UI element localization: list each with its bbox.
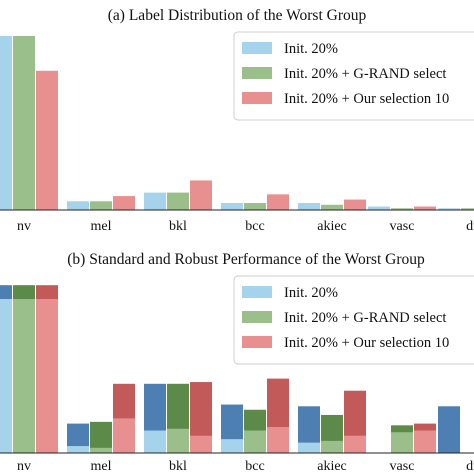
bar (36, 70, 58, 210)
panel-a-legend: Init. 20% Init. 20% + G-RAND select Init. … (233, 31, 474, 121)
bar-standard (298, 406, 320, 453)
bar-robust (344, 435, 366, 453)
bar-robust (36, 299, 58, 453)
bar (244, 203, 266, 210)
bar (344, 199, 366, 210)
bar (67, 201, 89, 210)
legend-frame (233, 31, 474, 121)
bar (167, 192, 189, 210)
bar (13, 36, 35, 210)
bar-robust (221, 439, 243, 453)
legend-label: Init. 20% + Our selection 10 (284, 335, 449, 351)
legend-swatch (242, 311, 272, 323)
bar (190, 180, 212, 210)
x-tick-label: bcc (245, 219, 264, 234)
bar (90, 201, 112, 210)
bar (0, 36, 12, 210)
bar-robust (190, 435, 212, 453)
bar-standard (190, 382, 212, 453)
x-tick-label: bkl (169, 459, 187, 474)
legend-label: Init. 20% + G-RAND select (284, 66, 446, 82)
bar (267, 194, 289, 210)
bar-robust (67, 446, 89, 453)
x-tick-label: bcc (245, 459, 264, 474)
bar-robust (0, 299, 12, 453)
panel-b-title: (b) Standard and Robust Performance of t… (67, 251, 425, 268)
legend-label: Init. 20% (284, 285, 338, 301)
bar (113, 196, 135, 210)
bar-robust (144, 430, 166, 453)
x-tick-label: nv (17, 459, 31, 474)
legend-swatch (242, 67, 272, 79)
x-tick-label: akiec (317, 219, 347, 234)
bar-robust (298, 442, 320, 453)
x-tick-label: df (466, 459, 474, 474)
legend-label: Init. 20% (284, 41, 338, 57)
bar-robust (414, 430, 436, 453)
bar (461, 208, 474, 210)
bar-robust (267, 427, 289, 453)
legend-frame (233, 275, 474, 365)
bar-robust (167, 428, 189, 453)
bar-robust (244, 430, 266, 453)
legend-label: Init. 20% + G-RAND select (284, 310, 446, 326)
bar (414, 206, 436, 210)
panel-a-bars (0, 36, 474, 210)
x-tick-label: vasc (390, 459, 415, 474)
bar-standard (67, 423, 89, 453)
x-tick-label: df (466, 219, 474, 234)
bar-robust (113, 418, 135, 453)
panel-b-tick-labels: nv mel bkl bcc akiec vasc df (17, 459, 474, 474)
x-tick-label: vasc (390, 219, 415, 234)
legend-swatch (242, 336, 272, 348)
x-tick-label: mel (91, 219, 112, 234)
bar-robust (321, 440, 343, 453)
bar-standard (90, 421, 112, 453)
legend-label: Init. 20% + Our selection 10 (284, 91, 449, 107)
bar-standard (438, 406, 460, 453)
panel-b: (b) Standard and Robust Performance of t… (0, 251, 474, 474)
bar-robust (90, 447, 112, 453)
legend-swatch (242, 42, 272, 54)
x-tick-label: bkl (169, 219, 187, 234)
x-tick-label: nv (17, 219, 31, 234)
bar (221, 203, 243, 210)
panel-a-tick-labels: nv mel bkl bcc akiec vasc df (17, 219, 474, 234)
x-tick-label: mel (91, 459, 112, 474)
bar (391, 208, 413, 210)
bar (298, 203, 320, 210)
bar-robust (391, 432, 413, 453)
panel-b-bars (0, 285, 460, 453)
bar (321, 204, 343, 210)
bar (438, 208, 460, 210)
panel-b-legend: Init. 20% Init. 20% + G-RAND select Init. … (233, 275, 474, 365)
bar (144, 192, 166, 210)
legend-swatch (242, 92, 272, 104)
legend-swatch (242, 286, 272, 298)
bar (368, 206, 390, 210)
panel-a-title: (a) Label Distribution of the Worst Grou… (108, 7, 367, 24)
x-tick-label: akiec (317, 459, 347, 474)
panel-a: (a) Label Distribution of the Worst Grou… (0, 7, 474, 234)
bar-robust (13, 299, 35, 453)
